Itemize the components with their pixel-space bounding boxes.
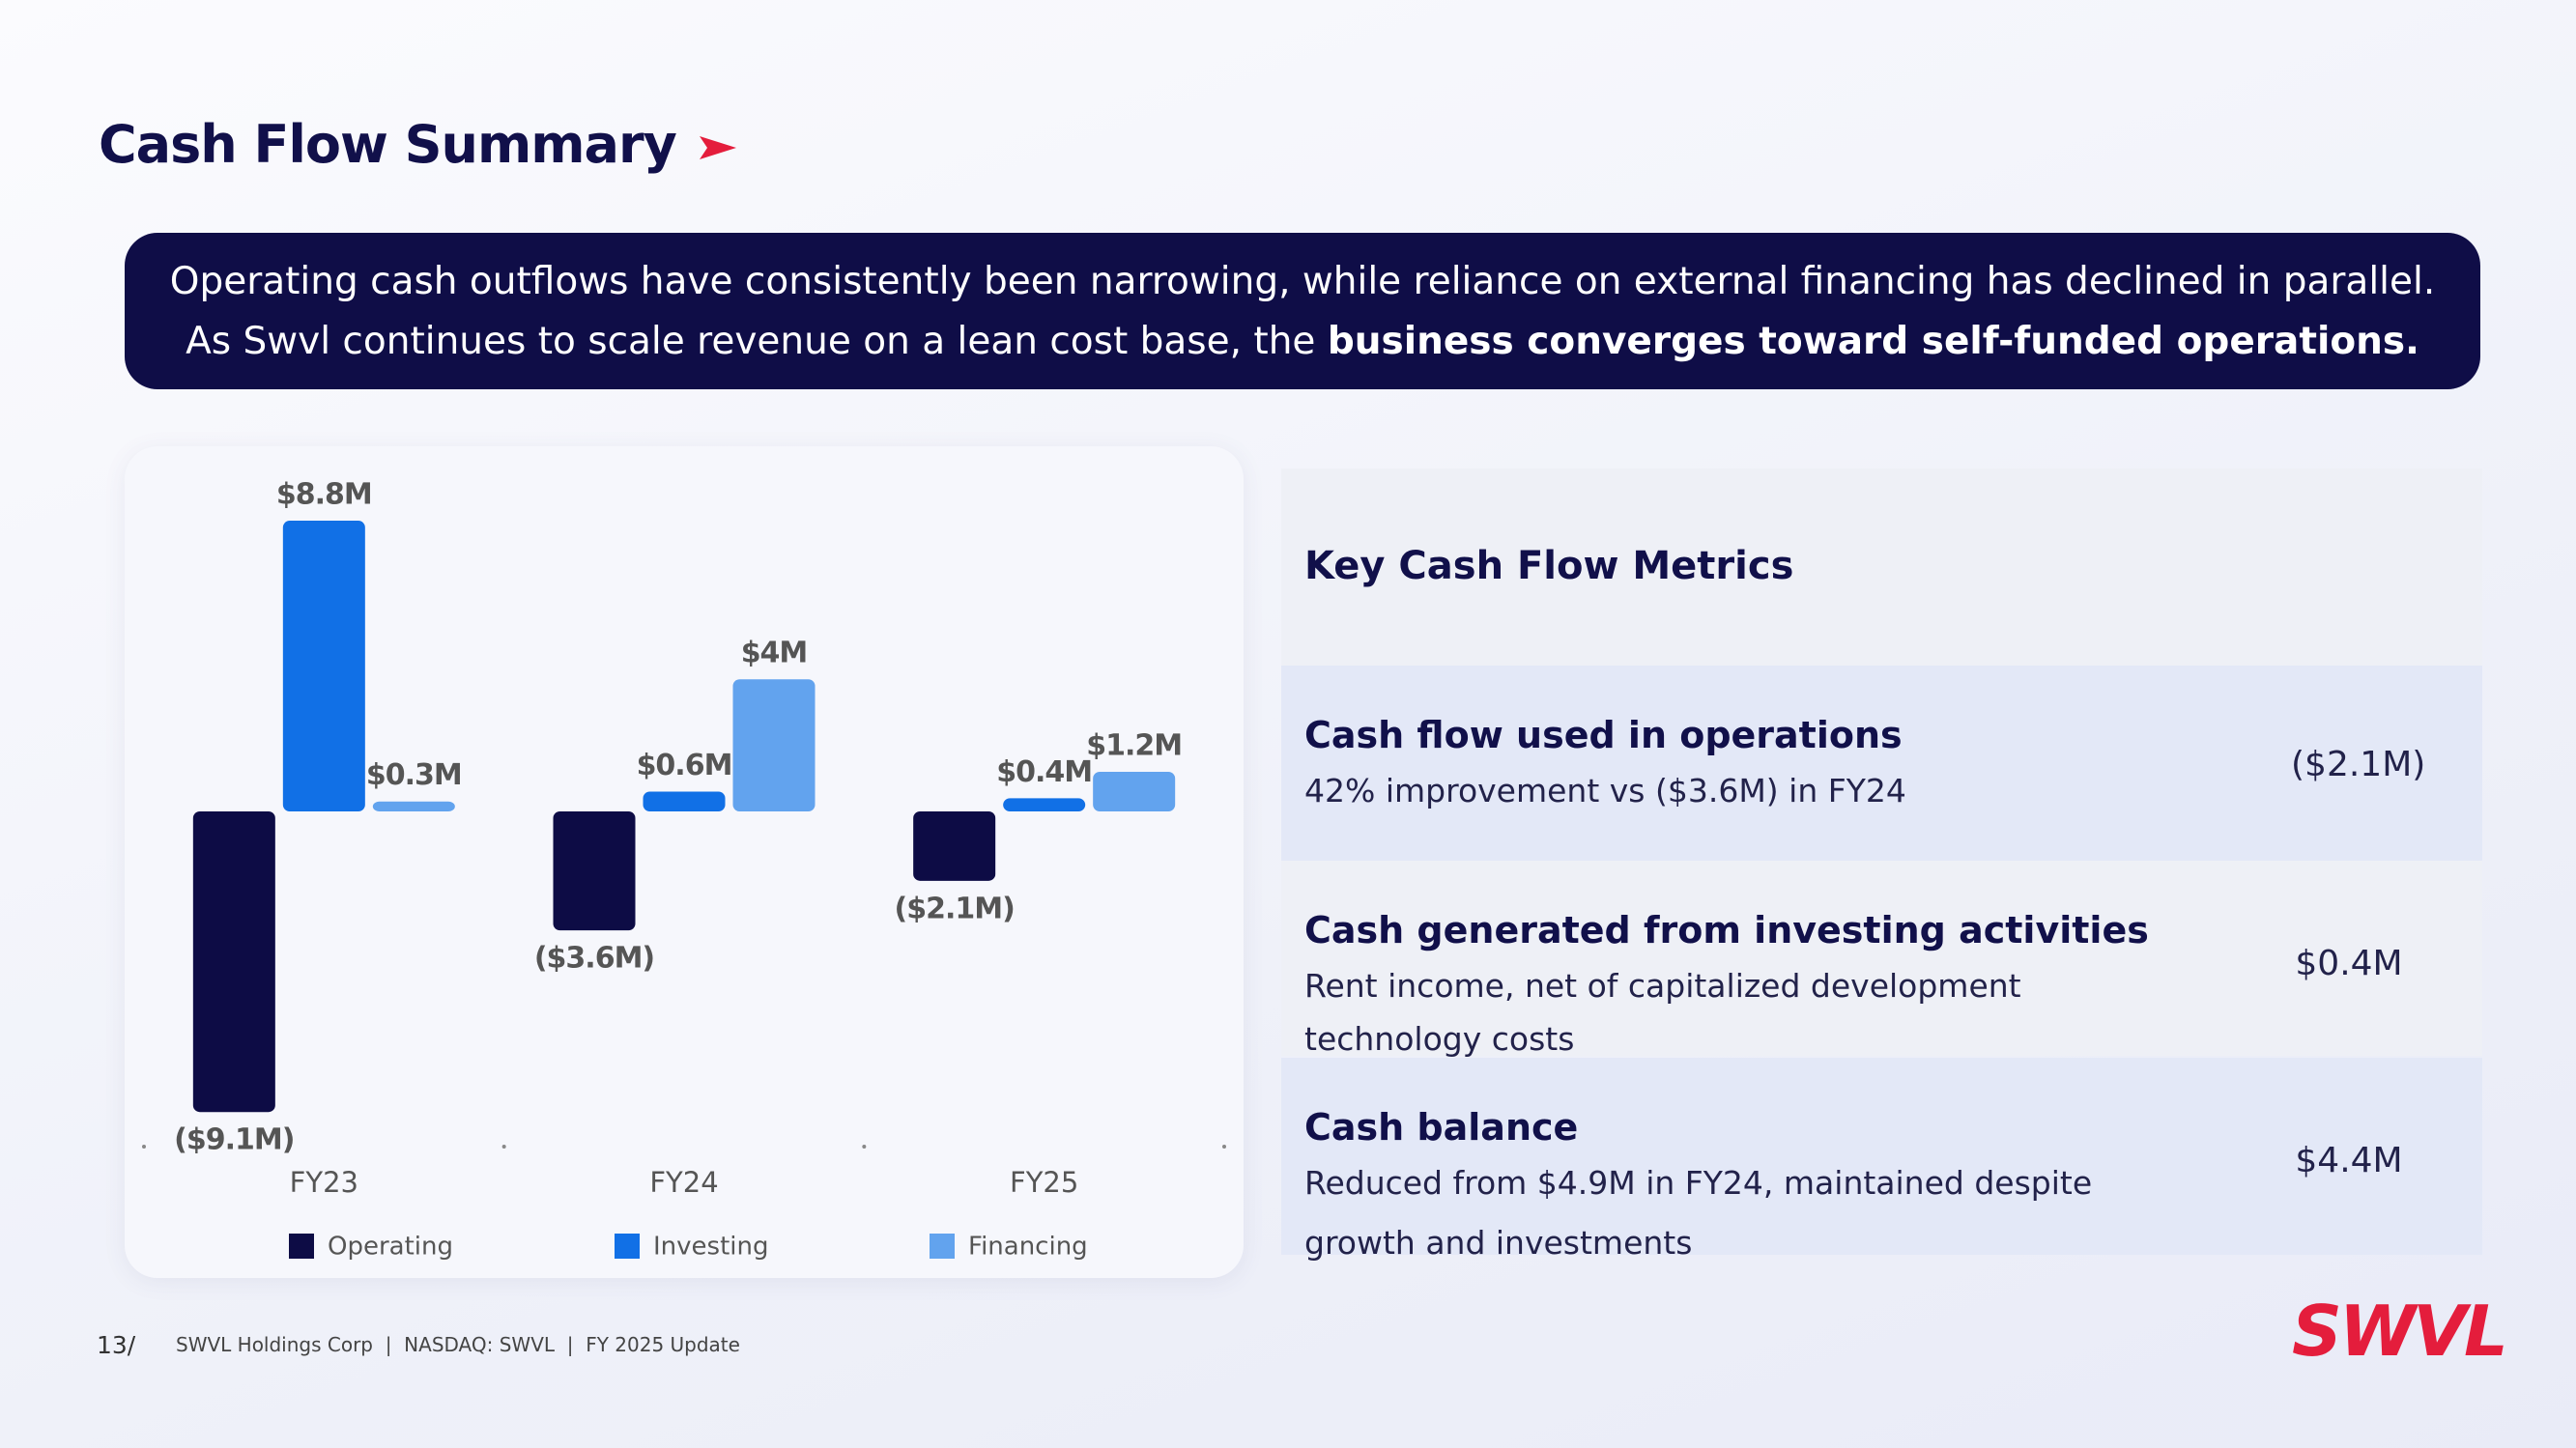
metric-row: Cash generated from investing activities… xyxy=(1281,861,2482,1058)
data-label: $0.6M xyxy=(637,749,732,782)
chart: FY23 ($9.1M) $8.8M $0.3M FY24 ($3.6M) $0.6M $4M… xyxy=(142,478,1226,1262)
axis-dot xyxy=(862,1145,867,1149)
banner-line: As Swvl continues to scale revenue on a … xyxy=(125,320,2480,363)
x-tick-label: FY24 xyxy=(649,1166,718,1199)
metric-desc: growth and investments xyxy=(1304,1224,1693,1262)
data-label: $0.4M xyxy=(996,755,1092,789)
data-label: $0.3M xyxy=(366,758,462,792)
logo: SWVL xyxy=(2292,1291,2508,1372)
banner-bold: business converges toward self-funded op… xyxy=(1327,320,2419,363)
metric-desc: 42% improvement vs ($3.6M) in FY24 xyxy=(1304,772,1906,809)
metric-row: Cash balance Reduced from $4.9M in FY24, … xyxy=(1281,1058,2482,1262)
data-label: ($9.1M) xyxy=(174,1123,294,1157)
bar xyxy=(643,791,726,811)
metric-desc: Reduced from $4.9M in FY24, maintained d… xyxy=(1304,1164,2093,1202)
data-label: ($2.1M) xyxy=(895,892,1015,925)
banner-text: As Swvl continues to scale revenue on a … xyxy=(186,320,1316,363)
axis-dot xyxy=(142,1145,146,1149)
chart-card: FY23 ($9.1M) $8.8M $0.3M FY24 ($3.6M) $0.6M $4M… xyxy=(125,446,1244,1278)
bar xyxy=(1003,798,1086,811)
data-label: $8.8M xyxy=(276,478,372,512)
legend-label: Operating xyxy=(328,1233,453,1262)
bar xyxy=(732,679,816,811)
axis-dot xyxy=(1222,1145,1226,1149)
bar xyxy=(553,811,636,931)
legend-label: Investing xyxy=(653,1233,768,1262)
metrics-header: Key Cash Flow Metrics xyxy=(1281,468,2482,666)
metric-desc: Rent income, net of capitalized developm… xyxy=(1304,967,2021,1005)
metric-value: $0.4M xyxy=(2295,944,2403,983)
page-number: 13/ xyxy=(97,1331,136,1359)
metric-title: Cash flow used in operations xyxy=(1304,714,1903,756)
bar xyxy=(1093,771,1176,811)
x-tick-label: FY23 xyxy=(290,1166,358,1199)
metric-value: ($2.1M) xyxy=(2291,745,2426,784)
bar xyxy=(282,521,365,811)
metric-desc: technology costs xyxy=(1304,1020,1575,1058)
data-label: ($3.6M) xyxy=(534,942,654,976)
data-label: $4M xyxy=(741,637,808,670)
metric-value: $4.4M xyxy=(2295,1141,2403,1180)
bar xyxy=(913,811,996,881)
banner-line: Operating cash outflows have consistentl… xyxy=(169,260,2436,303)
title-text: Cash Flow Summary xyxy=(99,114,677,175)
slide-title: Cash Flow Summary xyxy=(99,114,742,175)
bar xyxy=(192,811,275,1113)
chevron-icon xyxy=(699,136,736,160)
metrics-title: Key Cash Flow Metrics xyxy=(1304,544,1794,588)
legend-label: Financing xyxy=(968,1233,1088,1262)
metric-row: Cash flow used in operations 42% improvem… xyxy=(1281,666,2482,861)
metric-title: Cash balance xyxy=(1304,1106,1579,1149)
banner: Operating cash outflows have consistentl… xyxy=(125,233,2480,389)
legend-swatch xyxy=(615,1234,640,1259)
axis-dot xyxy=(501,1145,506,1149)
data-label: $1.2M xyxy=(1086,728,1182,762)
legend-swatch xyxy=(930,1234,955,1259)
x-tick-label: FY25 xyxy=(1010,1166,1078,1199)
footer-text: SWVL Holdings Corp | NASDAQ: SWVL | FY 2… xyxy=(176,1333,740,1356)
metric-title: Cash generated from investing activities xyxy=(1304,909,2149,951)
legend-swatch xyxy=(289,1234,314,1259)
bar xyxy=(372,801,455,811)
